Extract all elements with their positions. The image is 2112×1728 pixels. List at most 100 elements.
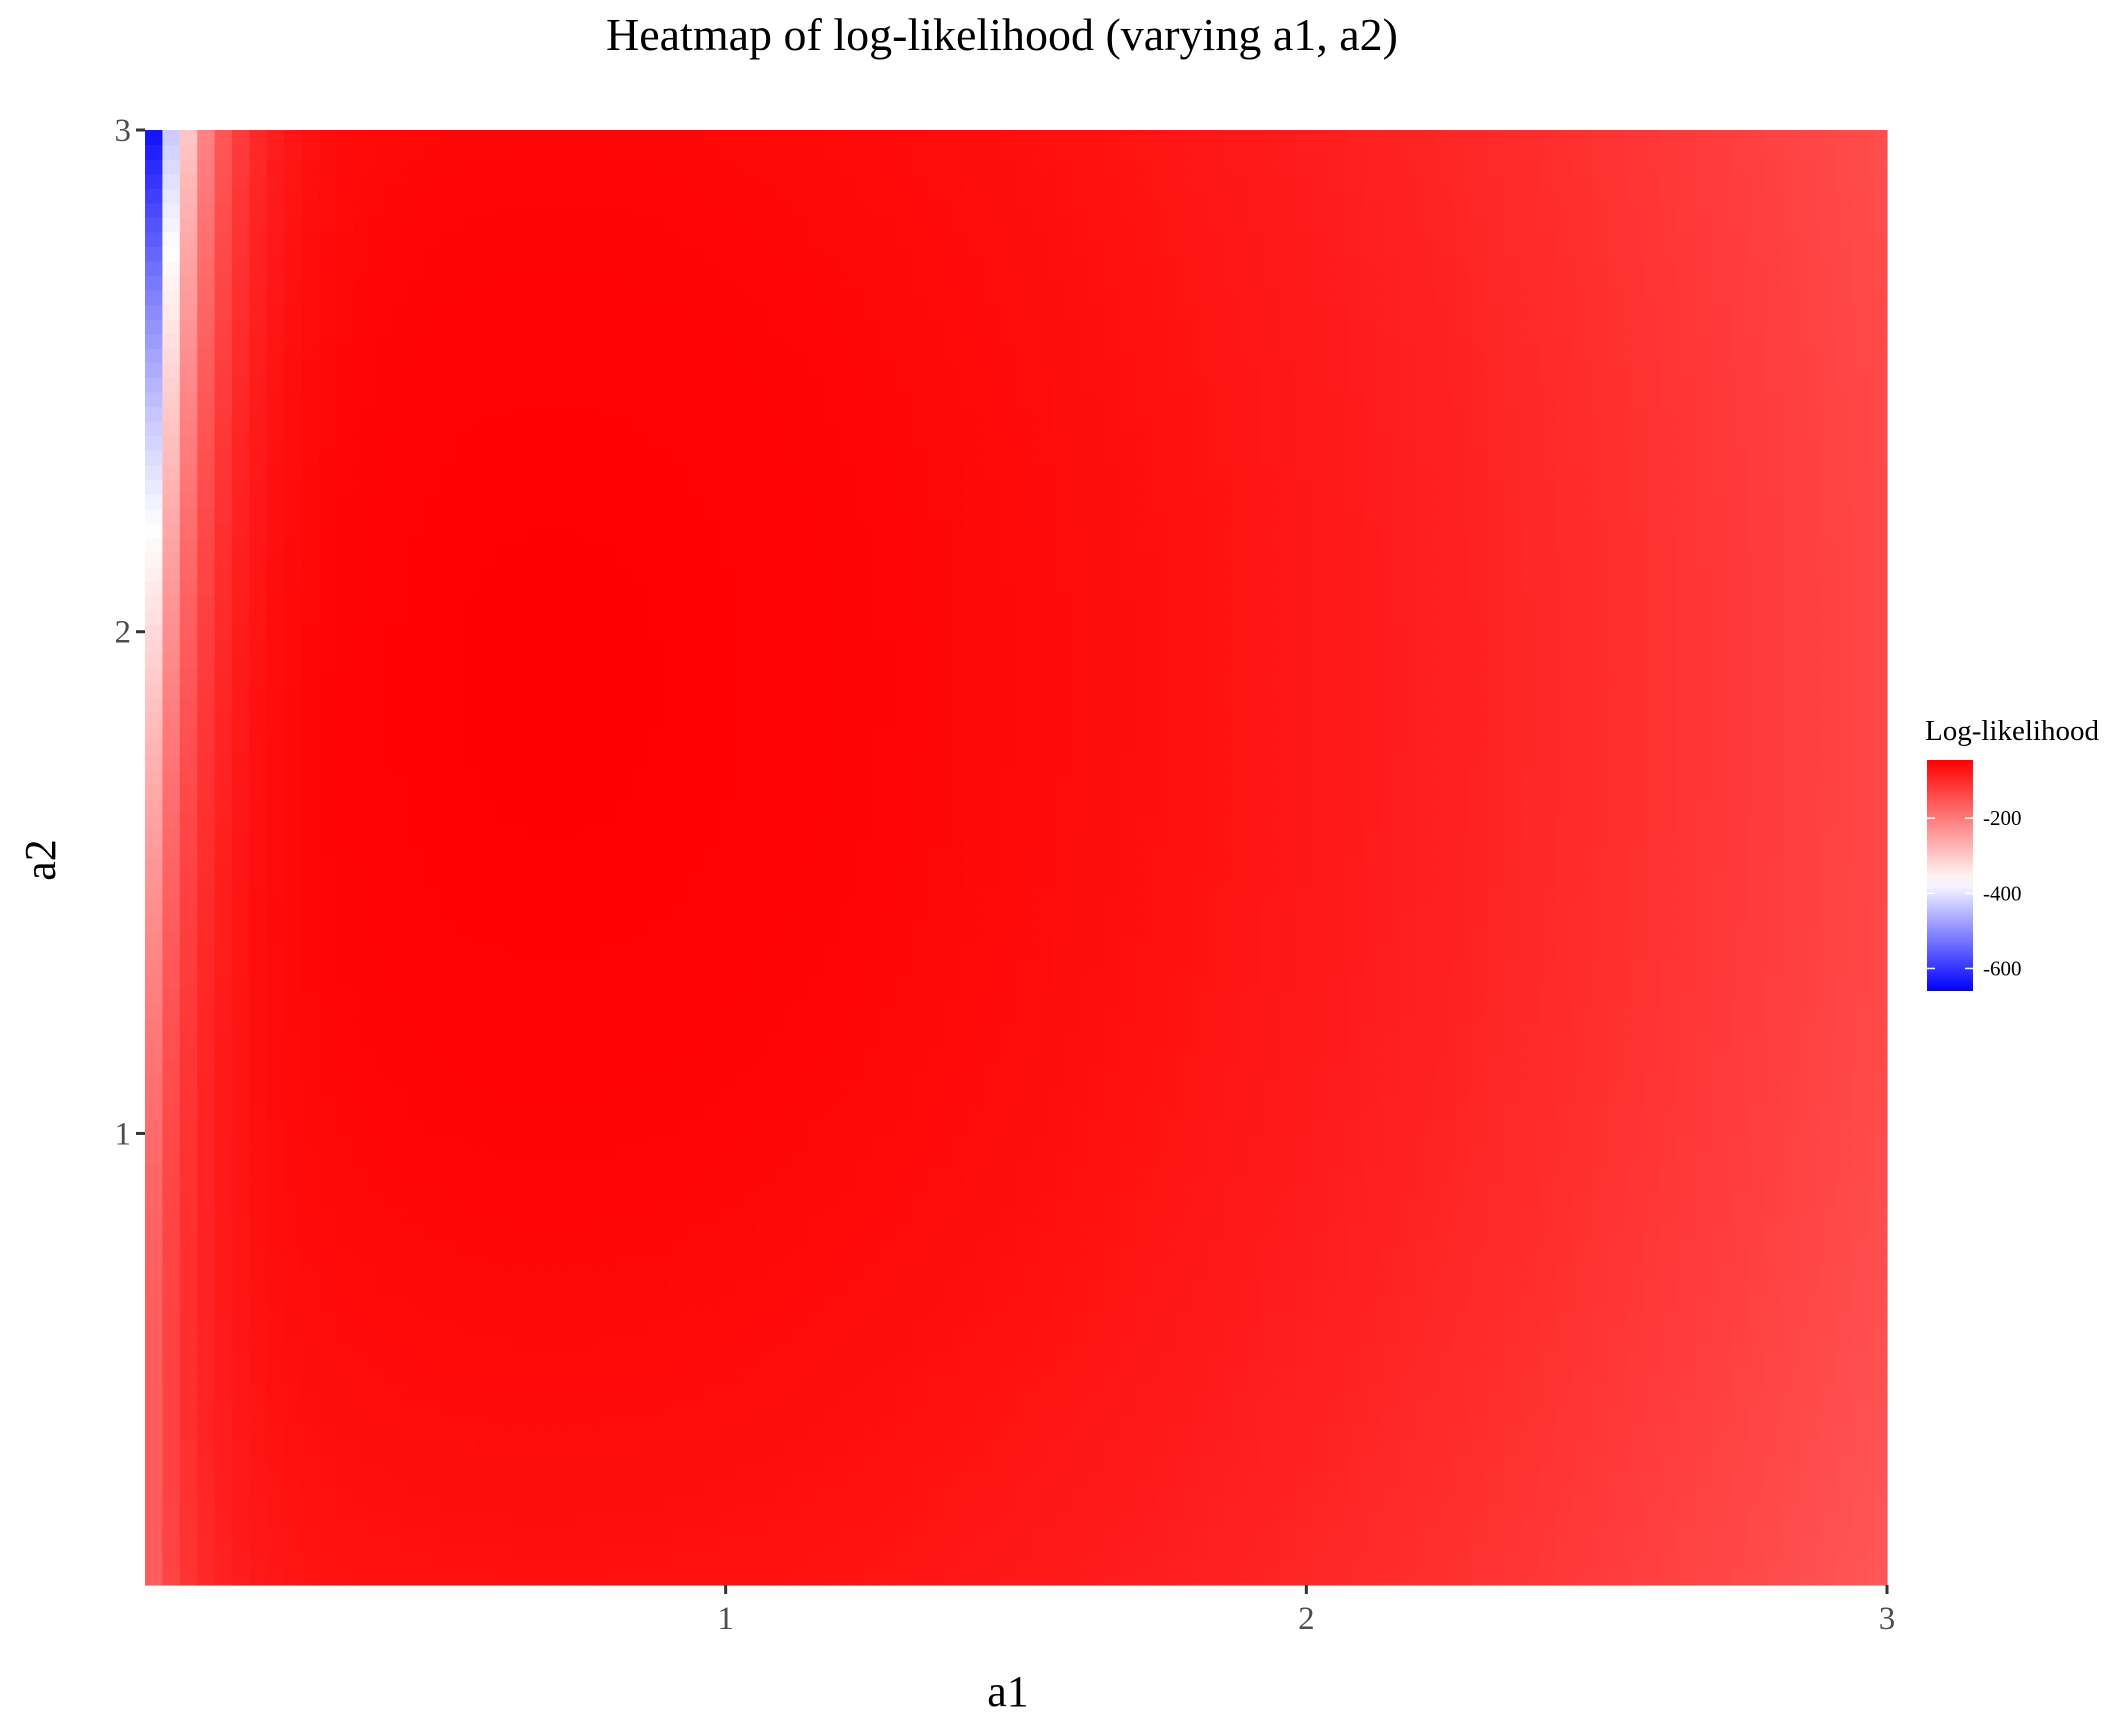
heatmap-cell: [597, 1032, 616, 1048]
heatmap-cell: [406, 1250, 425, 1266]
heatmap-cell: [197, 842, 216, 859]
heatmap-cell: [423, 755, 442, 771]
heatmap-cell: [632, 202, 651, 218]
heatmap-cell: [458, 290, 477, 306]
heatmap-cell: [702, 464, 721, 480]
heatmap-cell: [824, 813, 843, 829]
heatmap-cell: [301, 377, 320, 393]
heatmap-cell: [284, 173, 303, 189]
heatmap-cell: [597, 653, 616, 669]
heatmap-cell: [806, 260, 825, 277]
heatmap-cell: [528, 799, 547, 815]
heatmap-cell: [249, 770, 268, 786]
heatmap-cell: [615, 857, 634, 873]
heatmap-cell: [685, 1192, 704, 1208]
heatmap-cell: [423, 522, 442, 538]
heatmap-cell: [388, 1352, 407, 1368]
heatmap-cell: [719, 581, 738, 597]
heatmap-cell: [719, 1366, 738, 1382]
heatmap-cell: [841, 1075, 860, 1091]
heatmap-cell: [301, 712, 320, 728]
heatmap-cell: [528, 1075, 547, 1091]
heatmap-cell: [301, 173, 320, 189]
heatmap-cell: [284, 290, 303, 306]
heatmap-cell: [197, 1410, 216, 1426]
heatmap-cell: [528, 1017, 547, 1033]
heatmap-cell: [963, 1206, 982, 1222]
heatmap-cell: [580, 406, 599, 422]
heatmap-cell: [824, 872, 843, 888]
heatmap-cell: [197, 275, 216, 291]
heatmap-cell: [998, 202, 1017, 218]
heatmap-cell: [179, 188, 198, 204]
heatmap-cell: [789, 1337, 808, 1353]
heatmap-cell: [789, 726, 808, 742]
heatmap-cell: [685, 508, 704, 524]
heatmap-cell: [197, 173, 216, 189]
heatmap-cell: [772, 1177, 791, 1193]
heatmap-cell: [319, 944, 338, 960]
heatmap-cell: [667, 973, 686, 990]
heatmap-cell: [510, 522, 529, 538]
heatmap-cell: [580, 726, 599, 742]
heatmap-cell: [475, 784, 494, 800]
heatmap-cell: [528, 188, 547, 204]
heatmap-cell: [824, 799, 843, 815]
heatmap-cell: [928, 915, 947, 931]
heatmap-cell: [894, 333, 913, 349]
heatmap-cell: [667, 144, 686, 160]
heatmap-cell: [789, 1468, 808, 1484]
heatmap-cell: [946, 246, 965, 262]
heatmap-cell: [928, 1206, 947, 1222]
heatmap-cell: [563, 421, 582, 437]
heatmap-cell: [388, 959, 407, 975]
heatmap-cell: [545, 1192, 564, 1208]
heatmap-cell: [981, 377, 1000, 393]
heatmap-cell: [354, 988, 373, 1004]
heatmap-cell: [249, 479, 268, 495]
heatmap-cell: [911, 231, 930, 247]
heatmap-cell: [423, 581, 442, 597]
heatmap-cell: [754, 697, 773, 713]
heatmap-cell: [388, 813, 407, 829]
heatmap-cell: [284, 712, 303, 728]
heatmap-cell: [806, 813, 825, 829]
heatmap-cell: [702, 581, 721, 597]
heatmap-cell: [859, 741, 878, 757]
heatmap-cell: [406, 130, 425, 146]
heatmap-cell: [563, 1104, 582, 1120]
heatmap-cell: [719, 493, 738, 509]
heatmap-cell: [737, 275, 756, 291]
heatmap-cell: [441, 493, 460, 509]
heatmap-cell: [946, 813, 965, 829]
heatmap-cell: [214, 173, 233, 189]
heatmap-cell: [719, 348, 738, 364]
heatmap-cell: [232, 1264, 251, 1281]
heatmap-cell: [179, 901, 198, 917]
heatmap-cell: [475, 581, 494, 597]
heatmap-cell: [336, 668, 355, 684]
heatmap-cell: [284, 915, 303, 931]
heatmap-cell: [441, 1468, 460, 1484]
heatmap-cell: [145, 1424, 164, 1441]
heatmap-cell: [946, 624, 965, 640]
heatmap-cell: [423, 1555, 442, 1572]
heatmap-cell: [301, 682, 320, 699]
heatmap-cell: [998, 1497, 1017, 1513]
heatmap-cell: [894, 1075, 913, 1091]
heatmap-cell: [336, 421, 355, 437]
heatmap-cell: [249, 1410, 268, 1426]
heatmap-cell: [981, 770, 1000, 786]
heatmap-cell: [563, 566, 582, 582]
heatmap-cell: [266, 624, 285, 640]
heatmap-cell: [493, 1104, 512, 1120]
heatmap-cell: [946, 682, 965, 699]
heatmap-cell: [145, 464, 164, 480]
heatmap-cell: [423, 1061, 442, 1077]
heatmap-cell: [336, 1541, 355, 1557]
heatmap-cell: [946, 304, 965, 320]
heatmap-cell: [894, 1512, 913, 1528]
heatmap-cell: [894, 522, 913, 538]
heatmap-cell: [597, 173, 616, 189]
heatmap-cell: [737, 1337, 756, 1353]
